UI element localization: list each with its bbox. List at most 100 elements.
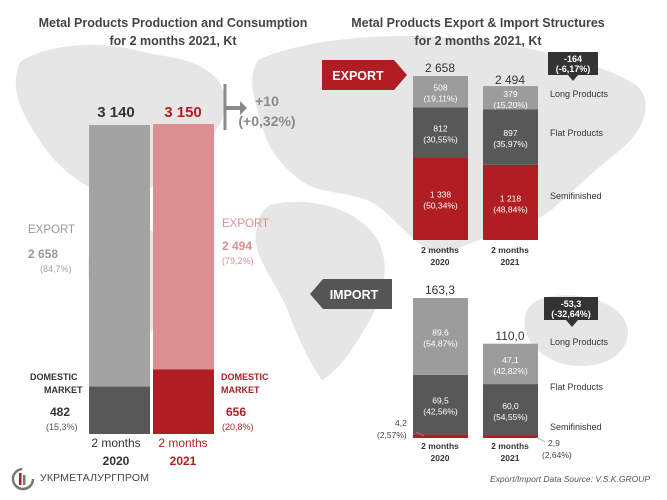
total-label-2021: 3 150 [164, 104, 202, 121]
import-change-percent: (-32,64%) [551, 309, 591, 319]
bar-domestic-2020 [89, 386, 150, 434]
category-label-2020-line1: 2 months [91, 436, 140, 450]
import-semi-value-2021: 2,9 [548, 438, 560, 448]
export-category-2021-line2: 2021 [501, 257, 520, 267]
import-category-2020-line2: 2020 [431, 453, 450, 463]
legend-semifinished-import: Semifinished [550, 422, 602, 432]
left-title: Metal Products Production and Consumptio… [39, 16, 308, 30]
import-semi-share-2020: (2,57%) [377, 430, 407, 440]
category-label-2021-line1: 2 months [158, 436, 207, 450]
export-value-2020: 2 658 [28, 247, 58, 261]
bar-export-2021 [153, 124, 214, 370]
bar-domestic-2021 [153, 369, 214, 434]
right-subtitle: for 2 months 2021, Kt [414, 34, 542, 48]
domestic-value-2020: 482 [50, 405, 70, 419]
domestic-label-line2-2020: MARKET [44, 385, 83, 395]
total-label-2020: 3 140 [97, 104, 135, 121]
import-change-callout: -53,3 (-32,64%) [544, 297, 598, 327]
export-value-long-2020: 508 [433, 83, 447, 93]
logo-text: УКРМЕТАЛУРГПРОМ [40, 472, 150, 484]
export-tag-label: EXPORT [332, 69, 384, 83]
import-share-long-2020: (54,87%) [423, 338, 458, 348]
export-value-semi-2021: 1 218 [500, 193, 522, 203]
export-tag: EXPORT [322, 60, 407, 90]
import-semi-value-2020: 4,2 [395, 418, 407, 428]
import-bar-flat-2020 [413, 374, 468, 435]
export-share-long-2021: (15,20%) [493, 100, 528, 110]
export-stacked-bars: 1 338(50,34%) 812(30,55%) 508(19,11%) 1 218… [413, 76, 538, 240]
domestic-share-2021: (20,8%) [222, 422, 254, 432]
domestic-share-2020: (15,3%) [46, 422, 78, 432]
import-bar-semi-2021 [483, 435, 538, 438]
export-total-2020: 2 658 [425, 61, 455, 75]
export-bar-flat-2021 [483, 109, 538, 165]
legend-semifinished-export: Semifinished [550, 191, 602, 201]
import-bar-flat-2021 [483, 384, 538, 436]
export-category-2020-line2: 2020 [431, 257, 450, 267]
domestic-value-2021: 656 [226, 405, 246, 419]
export-value-2021: 2 494 [222, 239, 252, 253]
domestic-label-line1-2021: DOMESTIC [221, 372, 269, 382]
export-value-flat-2020: 812 [433, 123, 447, 133]
import-change-value: -53,3 [561, 299, 582, 309]
import-bar-semi-2020 [413, 434, 468, 438]
legend-flat-products-export: Flat Products [550, 128, 604, 138]
export-total-2021: 2 494 [495, 73, 525, 87]
import-share-flat-2021: (54,55%) [493, 412, 528, 422]
export-bar-long-2020 [413, 76, 468, 108]
change-percent: (+0,32%) [238, 113, 295, 129]
export-share-flat-2020: (30,55%) [423, 134, 458, 144]
import-semi-leader-2021 [535, 436, 546, 443]
import-share-long-2021: (42,82%) [493, 366, 528, 376]
right-title: Metal Products Export & Import Structure… [351, 16, 605, 30]
import-tag: IMPORT [310, 279, 392, 309]
import-tag-label: IMPORT [330, 288, 379, 302]
export-share-2021: (79,2%) [222, 256, 254, 266]
import-semi-share-2021: (2,64%) [542, 450, 572, 460]
export-share-2020: (84,7%) [40, 264, 72, 274]
export-bar-semi-2020 [413, 157, 468, 240]
import-total-2020: 163,3 [425, 283, 455, 297]
export-bar-flat-2020 [413, 107, 468, 158]
import-bar-long-2021 [483, 343, 538, 385]
bar-export-2020 [89, 124, 150, 387]
import-bar-long-2020 [413, 298, 468, 375]
export-share-flat-2021: (35,97%) [493, 139, 528, 149]
left-subtitle: for 2 months 2021, Kt [109, 34, 237, 48]
change-value: +10 [255, 93, 279, 109]
import-semi-leader-2020 [415, 431, 425, 437]
export-category-2021-line1: 2 months [491, 245, 529, 255]
logo-mark-icon [11, 467, 35, 491]
import-category-2020-line1: 2 months [421, 441, 459, 451]
export-category-2020-line1: 2 months [421, 245, 459, 255]
import-total-2021: 110,0 [495, 329, 524, 343]
export-value-flat-2021: 897 [503, 128, 517, 138]
data-source-note: Export/Import Data Source: V.S.K.GROUP [490, 474, 650, 484]
category-label-2020-line2: 2020 [103, 454, 130, 468]
export-share-semi-2021: (48,84%) [493, 204, 528, 214]
import-value-long-2020: 89,6 [432, 327, 449, 337]
category-label-2021-line2: 2021 [170, 454, 197, 468]
series-label-export-2021: EXPORT [222, 218, 269, 230]
import-value-flat-2020: 69,5 [432, 396, 449, 406]
legend-flat-products-import: Flat Products [550, 382, 604, 392]
export-bar-long-2021 [483, 86, 538, 110]
export-share-semi-2020: (50,34%) [423, 201, 458, 211]
export-share-long-2020: (19,11%) [424, 94, 458, 104]
company-logo: УКРМЕТАЛУРГПРОМ [10, 466, 210, 492]
import-stacked-bars: 69,5(42,56%) 89,6(54,87%) 60,0(54,55%) 47,1… [413, 298, 538, 438]
import-value-long-2021: 47,1 [502, 355, 519, 365]
legend-long-products-import: Long Products [550, 337, 609, 347]
change-arrow-icon [223, 84, 247, 130]
domestic-label-line2-2021: MARKET [221, 385, 260, 395]
import-category-2021-line2: 2021 [501, 453, 520, 463]
export-value-semi-2020: 1 338 [430, 190, 452, 200]
legend-long-products-export: Long Products [550, 89, 609, 99]
export-change-value: -164 [564, 54, 582, 64]
domestic-label-line1-2020: DOMESTIC [30, 372, 78, 382]
export-change-callout: -164 (-6,17%) [548, 52, 598, 81]
series-label-export-2020: EXPORT [28, 224, 75, 236]
import-value-flat-2021: 60,0 [502, 401, 519, 411]
export-value-long-2021: 379 [503, 89, 517, 99]
